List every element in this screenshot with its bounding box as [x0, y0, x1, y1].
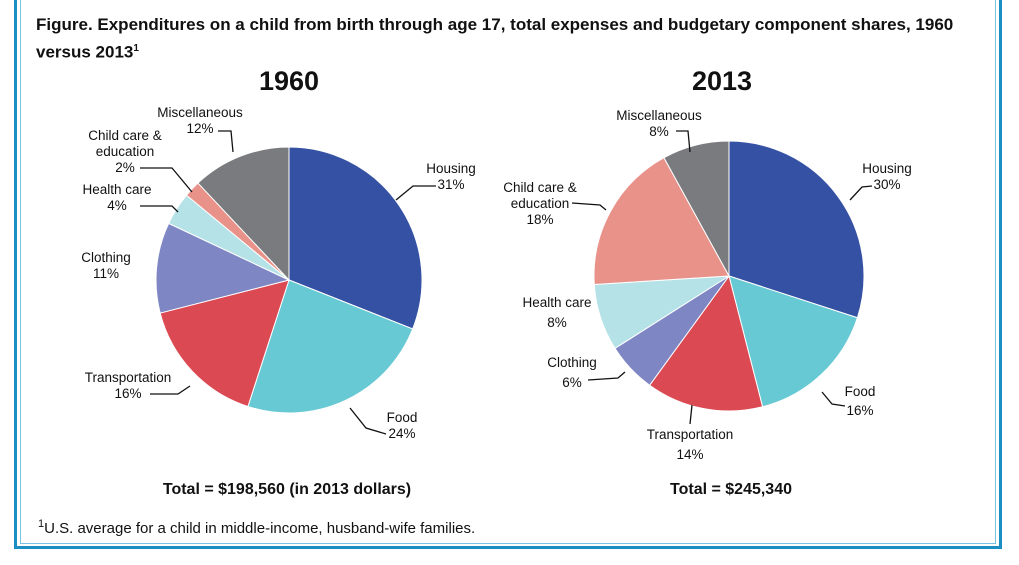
pie-1960: [155, 146, 423, 414]
label-2013-food: Food 16%: [844, 384, 876, 418]
leader-1960-health: [140, 205, 179, 213]
pie-title-2013: 2013: [691, 66, 753, 96]
leader-2013-transport: [689, 404, 693, 425]
label-1960-food: Food 24%: [386, 410, 418, 441]
leader-2013-clothing: [587, 371, 626, 381]
slice-2013-housing: [728, 140, 865, 319]
slice-1960-clothing: [155, 222, 291, 314]
label-2013-misc: Miscellaneous 8%: [616, 108, 702, 139]
leader-2013-food: [821, 391, 846, 407]
figure-border: [14, 0, 1002, 549]
label-2013-clothing: Clothing 6%: [547, 355, 597, 390]
leader-1960-misc: [218, 130, 234, 153]
slice-1960-miscellaneous: [197, 146, 290, 282]
slice-1960-food: [247, 279, 414, 414]
slice-2013-child-care-education: [593, 157, 730, 286]
label-1960-clothing: Clothing 11%: [81, 250, 131, 281]
total-1960: Total = $198,560 (in 2013 dollars): [162, 481, 412, 498]
leader-1960-transport: [150, 385, 191, 395]
label-1960-transport: Transportation 16%: [84, 370, 172, 401]
slice-2013-food: [728, 275, 859, 408]
label-1960-health: Health care 4%: [82, 182, 152, 213]
leader-lines: [140, 130, 873, 435]
figure-inner-border: [20, 0, 996, 544]
label-2013-health: Health care 8%: [522, 295, 592, 330]
leader-2013-housing: [849, 185, 873, 201]
leader-1960-childcare: [140, 167, 193, 193]
leader-2013-childcare: [571, 202, 607, 211]
label-2013-housing: Housing 30%: [862, 161, 912, 192]
total-2013: Total = $245,340: [670, 481, 792, 498]
label-2013-transport: Transportation 14%: [646, 427, 734, 462]
slice-2013-miscellaneous: [663, 140, 730, 277]
pie-title-1960: 1960: [258, 66, 320, 96]
label-1960-housing: Housing 31%: [426, 161, 476, 192]
leader-2013-misc: [676, 130, 691, 153]
pie-2013: [593, 140, 865, 412]
label-2013-childcare: Child care & education 18%: [503, 180, 577, 227]
figure-title: Figure. Expenditures on a child from bir…: [36, 15, 954, 62]
leader-1960-housing: [395, 185, 436, 201]
slice-1960-transportation: [159, 279, 290, 408]
label-1960-childcare: Child care & education 2%: [88, 128, 162, 175]
label-1960-misc: Miscellaneous 12%: [157, 105, 243, 136]
slice-2013-transportation: [648, 274, 764, 412]
slice-1960-housing: [288, 146, 423, 330]
leader-1960-food: [349, 407, 387, 435]
footnote: 1U.S. average for a child in middle-inco…: [38, 518, 476, 537]
